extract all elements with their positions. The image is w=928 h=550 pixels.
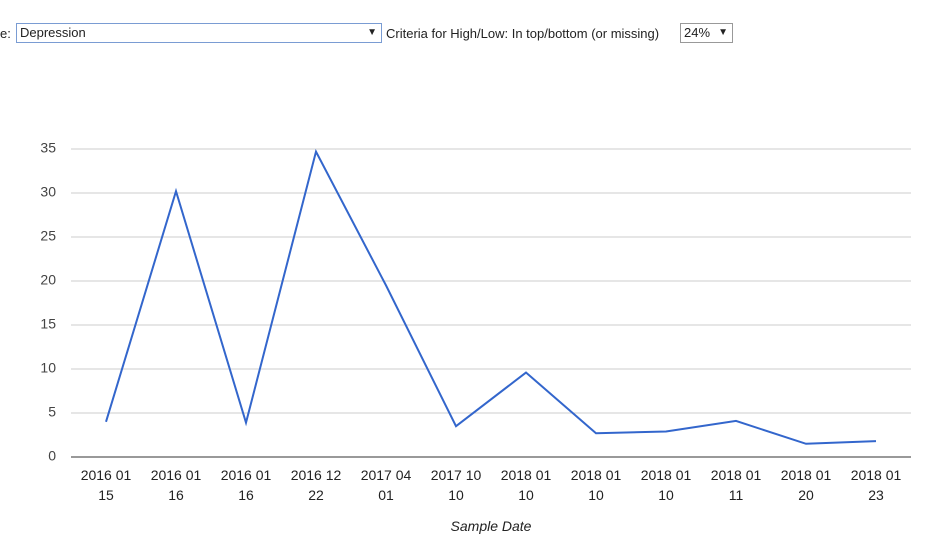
- measure-label: e:: [0, 26, 11, 41]
- line: [105, 148, 877, 445]
- x-tick-label: 2017 04 01: [360, 467, 412, 503]
- y-tick-label: 25: [40, 228, 56, 244]
- x-tick-label: 2016 01 16: [220, 467, 272, 503]
- x-tick-label: 2018 01 10: [570, 467, 622, 503]
- dropdown-arrow: ▼: [718, 27, 728, 38]
- y-tick-label: 20: [40, 272, 56, 288]
- x-axis-title: Sample Date: [450, 518, 532, 534]
- measure-select[interactable]: Depression ▼: [16, 23, 382, 43]
- y-tick-label: 35: [40, 140, 56, 156]
- x-tick-label: 2018 01 20: [780, 467, 832, 503]
- x-tick-label: 2018 01 23: [850, 467, 902, 503]
- criteria-label: Criteria for High/Low: In top/bottom (or…: [386, 26, 660, 41]
- y-tick-label: 30: [40, 184, 56, 200]
- y-tick-label: 5: [48, 404, 56, 420]
- x-tick-label: 2016 12 22: [290, 467, 342, 503]
- x-tick-label: 2018 01 11: [710, 467, 762, 503]
- criteria-value: 24%: [684, 25, 711, 40]
- criteria-select[interactable]: 24% ▼: [680, 23, 733, 43]
- dropdown-arrow: ▼: [367, 27, 377, 38]
- y-tick-label: 0: [48, 448, 56, 464]
- x-tick-label: 2016 01 15: [80, 467, 132, 503]
- x-tick-label: 2018 01 10: [640, 467, 692, 503]
- y-tick-label: 10: [40, 360, 56, 376]
- measure-value: Depression: [20, 25, 86, 40]
- x-tick-label: 2018 01 10: [500, 467, 552, 503]
- x-tick-label: 2017 10 10: [430, 467, 482, 503]
- x-tick-label: 2016 01 16: [150, 467, 202, 503]
- y-tick-label: 15: [40, 316, 56, 332]
